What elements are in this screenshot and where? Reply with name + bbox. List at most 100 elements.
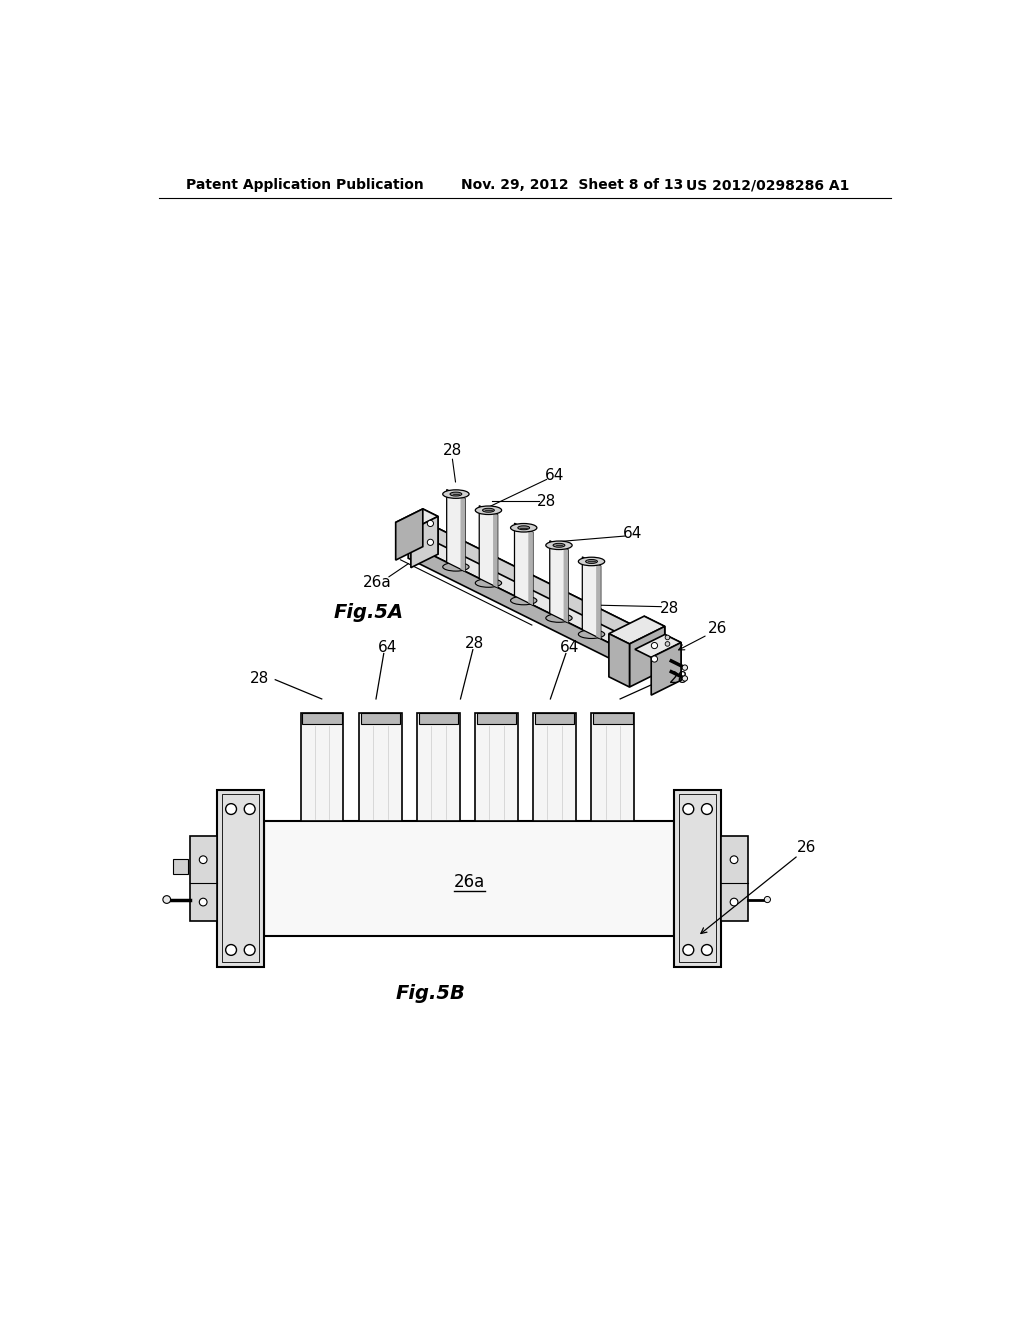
Ellipse shape bbox=[442, 490, 469, 499]
Text: 64: 64 bbox=[560, 640, 580, 655]
Circle shape bbox=[666, 642, 670, 647]
Bar bbox=[360, 713, 400, 725]
Circle shape bbox=[163, 896, 171, 903]
Circle shape bbox=[701, 804, 713, 814]
Bar bbox=[675, 789, 721, 966]
Circle shape bbox=[730, 855, 738, 863]
Circle shape bbox=[730, 898, 738, 906]
Polygon shape bbox=[438, 528, 644, 645]
Polygon shape bbox=[583, 557, 601, 639]
Ellipse shape bbox=[475, 506, 502, 515]
Polygon shape bbox=[644, 616, 665, 669]
Bar bbox=[222, 795, 259, 962]
Text: 28: 28 bbox=[442, 442, 462, 458]
Polygon shape bbox=[563, 548, 568, 623]
Text: 26a: 26a bbox=[454, 874, 484, 891]
Circle shape bbox=[427, 520, 433, 527]
Bar bbox=[593, 713, 633, 725]
Text: 28: 28 bbox=[250, 671, 269, 685]
Circle shape bbox=[683, 804, 693, 814]
Polygon shape bbox=[409, 528, 644, 645]
Circle shape bbox=[651, 643, 657, 648]
Circle shape bbox=[225, 945, 237, 956]
Circle shape bbox=[764, 896, 770, 903]
Polygon shape bbox=[395, 510, 438, 529]
Circle shape bbox=[200, 898, 207, 906]
Text: 64: 64 bbox=[623, 527, 642, 541]
Bar bbox=[679, 795, 716, 962]
Polygon shape bbox=[596, 564, 601, 639]
Polygon shape bbox=[609, 616, 665, 644]
Polygon shape bbox=[423, 510, 438, 554]
Text: US 2012/0298286 A1: US 2012/0298286 A1 bbox=[686, 178, 849, 193]
Polygon shape bbox=[635, 635, 681, 657]
Text: Nov. 29, 2012  Sheet 8 of 13: Nov. 29, 2012 Sheet 8 of 13 bbox=[461, 178, 683, 193]
Ellipse shape bbox=[442, 562, 469, 572]
Polygon shape bbox=[614, 631, 644, 660]
Text: 26: 26 bbox=[708, 622, 727, 636]
Ellipse shape bbox=[579, 557, 605, 566]
Ellipse shape bbox=[546, 541, 572, 549]
Circle shape bbox=[701, 945, 713, 956]
Polygon shape bbox=[479, 506, 498, 587]
Bar bbox=[173, 859, 188, 874]
Bar bbox=[475, 713, 518, 821]
Text: 26a: 26a bbox=[362, 576, 392, 590]
Ellipse shape bbox=[579, 630, 605, 639]
Text: 28: 28 bbox=[669, 671, 688, 685]
Text: 28: 28 bbox=[465, 636, 484, 651]
Bar bbox=[301, 713, 343, 821]
Text: 64: 64 bbox=[545, 469, 564, 483]
Ellipse shape bbox=[450, 492, 462, 496]
Circle shape bbox=[200, 855, 207, 863]
Text: Fig.5B: Fig.5B bbox=[395, 985, 465, 1003]
Polygon shape bbox=[395, 510, 423, 560]
Ellipse shape bbox=[511, 597, 537, 605]
Circle shape bbox=[683, 945, 693, 956]
Bar bbox=[417, 713, 460, 821]
Ellipse shape bbox=[586, 560, 597, 564]
Ellipse shape bbox=[482, 508, 495, 512]
Text: Patent Application Publication: Patent Application Publication bbox=[186, 178, 424, 193]
Polygon shape bbox=[446, 490, 465, 572]
Bar bbox=[535, 713, 574, 725]
Polygon shape bbox=[651, 643, 681, 696]
Polygon shape bbox=[409, 543, 614, 660]
Polygon shape bbox=[609, 634, 630, 686]
Circle shape bbox=[245, 945, 255, 956]
Polygon shape bbox=[550, 541, 568, 623]
Ellipse shape bbox=[518, 525, 529, 529]
Bar bbox=[190, 836, 217, 921]
Polygon shape bbox=[528, 531, 532, 605]
Ellipse shape bbox=[475, 578, 502, 587]
Ellipse shape bbox=[546, 614, 572, 622]
Polygon shape bbox=[514, 523, 532, 605]
Text: 28: 28 bbox=[659, 602, 679, 616]
Bar bbox=[302, 713, 342, 725]
Polygon shape bbox=[461, 496, 465, 572]
Circle shape bbox=[427, 540, 433, 545]
Circle shape bbox=[245, 804, 255, 814]
Polygon shape bbox=[665, 635, 681, 680]
Circle shape bbox=[651, 656, 657, 663]
Bar bbox=[217, 789, 263, 966]
Ellipse shape bbox=[553, 544, 565, 548]
Text: 26: 26 bbox=[797, 840, 816, 855]
Bar bbox=[419, 713, 458, 725]
Bar bbox=[477, 713, 516, 725]
Bar bbox=[721, 836, 748, 921]
Bar bbox=[263, 821, 675, 936]
Circle shape bbox=[666, 635, 670, 640]
Polygon shape bbox=[411, 516, 438, 568]
Polygon shape bbox=[494, 512, 498, 587]
Circle shape bbox=[682, 676, 687, 681]
Text: Fig.5A: Fig.5A bbox=[333, 603, 403, 622]
Polygon shape bbox=[630, 627, 665, 686]
Bar bbox=[534, 713, 575, 821]
Ellipse shape bbox=[511, 524, 537, 532]
Bar bbox=[359, 713, 401, 821]
Text: 28: 28 bbox=[537, 494, 556, 508]
Bar bbox=[592, 713, 634, 821]
Circle shape bbox=[682, 665, 687, 671]
Circle shape bbox=[225, 804, 237, 814]
